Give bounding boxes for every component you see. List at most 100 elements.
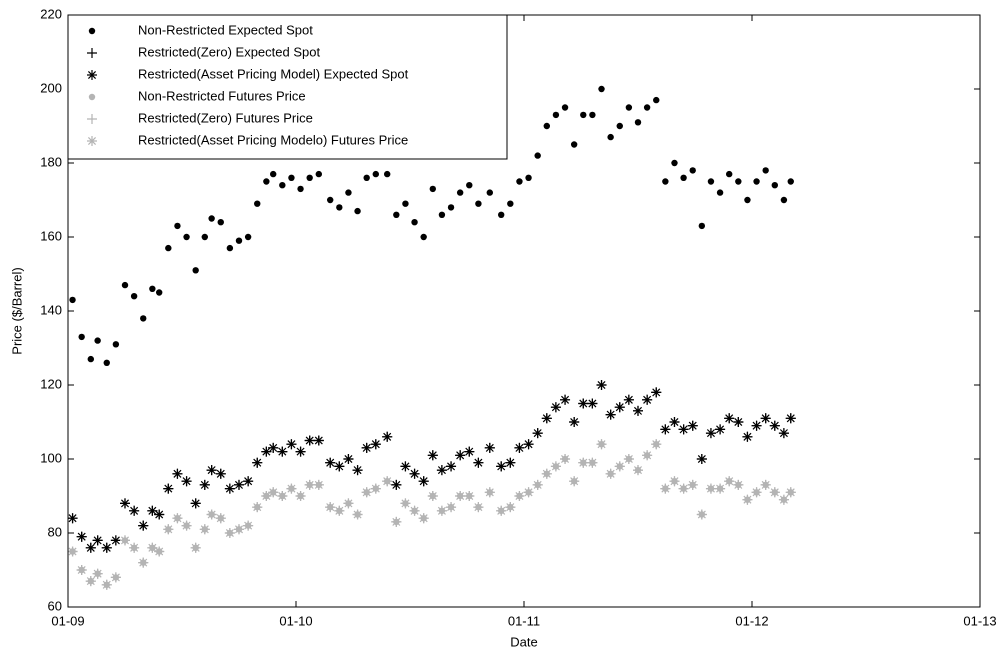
point — [140, 315, 147, 322]
y-tick-label: 100 — [40, 450, 62, 465]
x-axis-label: Date — [510, 634, 537, 649]
point — [138, 520, 149, 531]
legend-marker — [87, 136, 97, 146]
point — [623, 454, 634, 464]
point — [234, 524, 244, 535]
point — [466, 182, 473, 189]
point — [785, 413, 796, 424]
x-tick-label: 01-11 — [508, 613, 540, 628]
point — [651, 387, 662, 398]
point — [436, 465, 447, 476]
point — [313, 479, 324, 490]
point — [112, 341, 120, 348]
point — [616, 122, 623, 130]
point — [313, 435, 324, 446]
point — [234, 479, 244, 490]
point — [589, 111, 596, 119]
legend-marker — [88, 93, 96, 101]
legend-label: Non-Restricted Expected Spot — [138, 22, 313, 37]
point — [532, 428, 543, 439]
point — [669, 476, 680, 487]
point — [578, 457, 589, 468]
point — [192, 267, 199, 274]
point — [534, 152, 541, 159]
point — [660, 483, 671, 494]
point — [154, 509, 165, 520]
point — [261, 446, 272, 457]
point — [436, 505, 447, 516]
point — [561, 104, 569, 111]
legend-box — [67, 14, 508, 160]
point — [605, 468, 616, 479]
point — [569, 476, 580, 487]
y-tick-label: 220 — [40, 6, 62, 21]
point — [243, 476, 254, 487]
series — [67, 380, 796, 553]
point — [643, 104, 651, 111]
point — [402, 200, 409, 207]
point — [94, 337, 101, 344]
legend-marker — [87, 48, 97, 58]
point — [605, 409, 616, 420]
point — [541, 468, 552, 479]
point — [633, 405, 643, 416]
point — [199, 524, 210, 535]
point — [705, 483, 716, 494]
y-axis-label: Price ($/Barrel) — [9, 267, 24, 354]
y-tick-label: 60 — [48, 598, 62, 613]
point — [382, 431, 393, 442]
point — [607, 133, 614, 141]
legend-label: Restricted(Asset Pricing Model) Expected… — [138, 66, 409, 81]
x-tick-label: 01-10 — [279, 613, 312, 628]
point — [201, 233, 208, 241]
point — [742, 431, 753, 442]
point — [277, 491, 288, 501]
point — [76, 531, 87, 542]
y-tick-label: 200 — [40, 80, 62, 95]
y-tick-label: 160 — [40, 228, 62, 243]
point — [69, 296, 76, 304]
point — [634, 119, 642, 126]
point — [217, 219, 224, 226]
point — [418, 476, 429, 487]
point — [552, 111, 560, 119]
point — [147, 505, 158, 516]
point — [735, 178, 742, 185]
point — [363, 174, 370, 181]
point — [252, 457, 263, 468]
point — [156, 289, 163, 296]
point — [85, 542, 96, 553]
point — [778, 494, 789, 505]
point — [154, 546, 165, 557]
point — [268, 487, 279, 498]
point — [411, 219, 418, 226]
point — [505, 502, 516, 513]
point — [224, 528, 235, 538]
point — [163, 483, 174, 494]
point — [642, 450, 653, 461]
point — [372, 170, 379, 178]
point — [726, 170, 733, 178]
point — [183, 233, 190, 241]
point — [121, 281, 129, 289]
point — [780, 196, 788, 204]
series — [67, 380, 796, 553]
point — [384, 170, 391, 178]
point — [295, 491, 306, 501]
point — [295, 446, 306, 457]
y-tick-label: 180 — [40, 154, 62, 169]
point — [78, 333, 85, 341]
point — [429, 185, 436, 193]
point — [361, 487, 372, 498]
point — [174, 222, 181, 230]
point — [716, 189, 724, 196]
point — [498, 211, 505, 218]
point — [206, 509, 217, 520]
point — [304, 435, 315, 446]
point — [215, 513, 226, 524]
point — [678, 483, 689, 494]
point — [147, 542, 158, 553]
x-tick-label: 01-12 — [735, 613, 768, 628]
point — [67, 546, 78, 557]
legend-marker — [87, 114, 97, 124]
